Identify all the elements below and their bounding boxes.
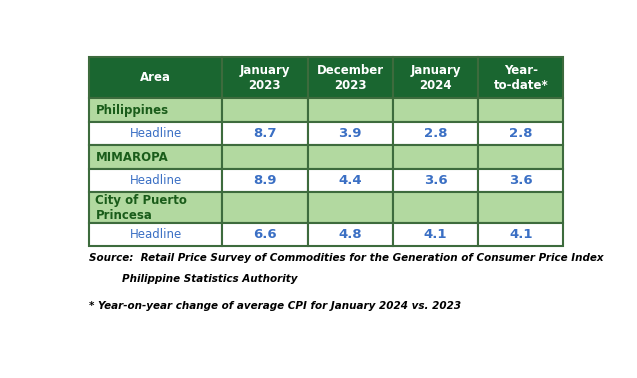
Bar (478, 169, 564, 192)
Bar (89, 192, 222, 223)
Bar (478, 122, 564, 146)
Text: Philippines: Philippines (96, 104, 169, 117)
Bar (222, 122, 308, 146)
Bar (222, 223, 308, 246)
Bar (393, 146, 478, 169)
Bar (308, 98, 393, 122)
Bar (89, 98, 222, 122)
Text: City of Puerto
Princesa: City of Puerto Princesa (96, 194, 187, 222)
Text: 8.7: 8.7 (253, 127, 276, 140)
Text: Source:  Retail Price Survey of Commodities for the Generation of Consumer Price: Source: Retail Price Survey of Commoditi… (89, 254, 604, 263)
Text: 2.8: 2.8 (424, 127, 447, 140)
Bar (89, 122, 222, 146)
Bar (222, 98, 308, 122)
Text: MIMAROPA: MIMAROPA (96, 150, 168, 164)
Bar (308, 169, 393, 192)
Bar (308, 223, 393, 246)
Text: 3.6: 3.6 (424, 174, 447, 187)
Bar (222, 169, 308, 192)
Text: January
2023: January 2023 (240, 64, 290, 92)
Bar (393, 223, 478, 246)
Bar (308, 192, 393, 223)
Bar (89, 57, 222, 98)
Bar (89, 169, 222, 192)
Bar (478, 223, 564, 246)
Bar (222, 192, 308, 223)
Text: 4.4: 4.4 (338, 174, 362, 187)
Text: 6.6: 6.6 (253, 228, 276, 241)
Text: Philippine Statistics Authority: Philippine Statistics Authority (122, 274, 297, 284)
Text: 4.1: 4.1 (509, 228, 533, 241)
Text: Area: Area (140, 71, 171, 84)
Text: * Year-on-year change of average CPI for January 2024 vs. 2023: * Year-on-year change of average CPI for… (89, 302, 462, 311)
Text: 4.8: 4.8 (338, 228, 362, 241)
Text: Headline: Headline (130, 174, 182, 187)
Bar (89, 223, 222, 246)
Bar (393, 122, 478, 146)
Text: 3.9: 3.9 (338, 127, 362, 140)
Text: Year-
to-date*: Year- to-date* (494, 64, 548, 92)
Text: 3.6: 3.6 (509, 174, 533, 187)
Text: 4.1: 4.1 (424, 228, 447, 241)
Text: December
2023: December 2023 (317, 64, 383, 92)
Bar (393, 98, 478, 122)
Text: 8.9: 8.9 (253, 174, 276, 187)
Bar (478, 57, 564, 98)
Text: 2.8: 2.8 (509, 127, 533, 140)
Bar (222, 146, 308, 169)
Text: Headline: Headline (130, 228, 182, 241)
Bar (89, 146, 222, 169)
Bar (478, 192, 564, 223)
Bar (308, 146, 393, 169)
Bar (308, 57, 393, 98)
Bar (308, 122, 393, 146)
Text: Headline: Headline (130, 127, 182, 140)
Bar (478, 98, 564, 122)
Bar (393, 192, 478, 223)
Text: January
2024: January 2024 (410, 64, 461, 92)
Bar (393, 169, 478, 192)
Bar (478, 146, 564, 169)
Bar (393, 57, 478, 98)
Bar (222, 57, 308, 98)
